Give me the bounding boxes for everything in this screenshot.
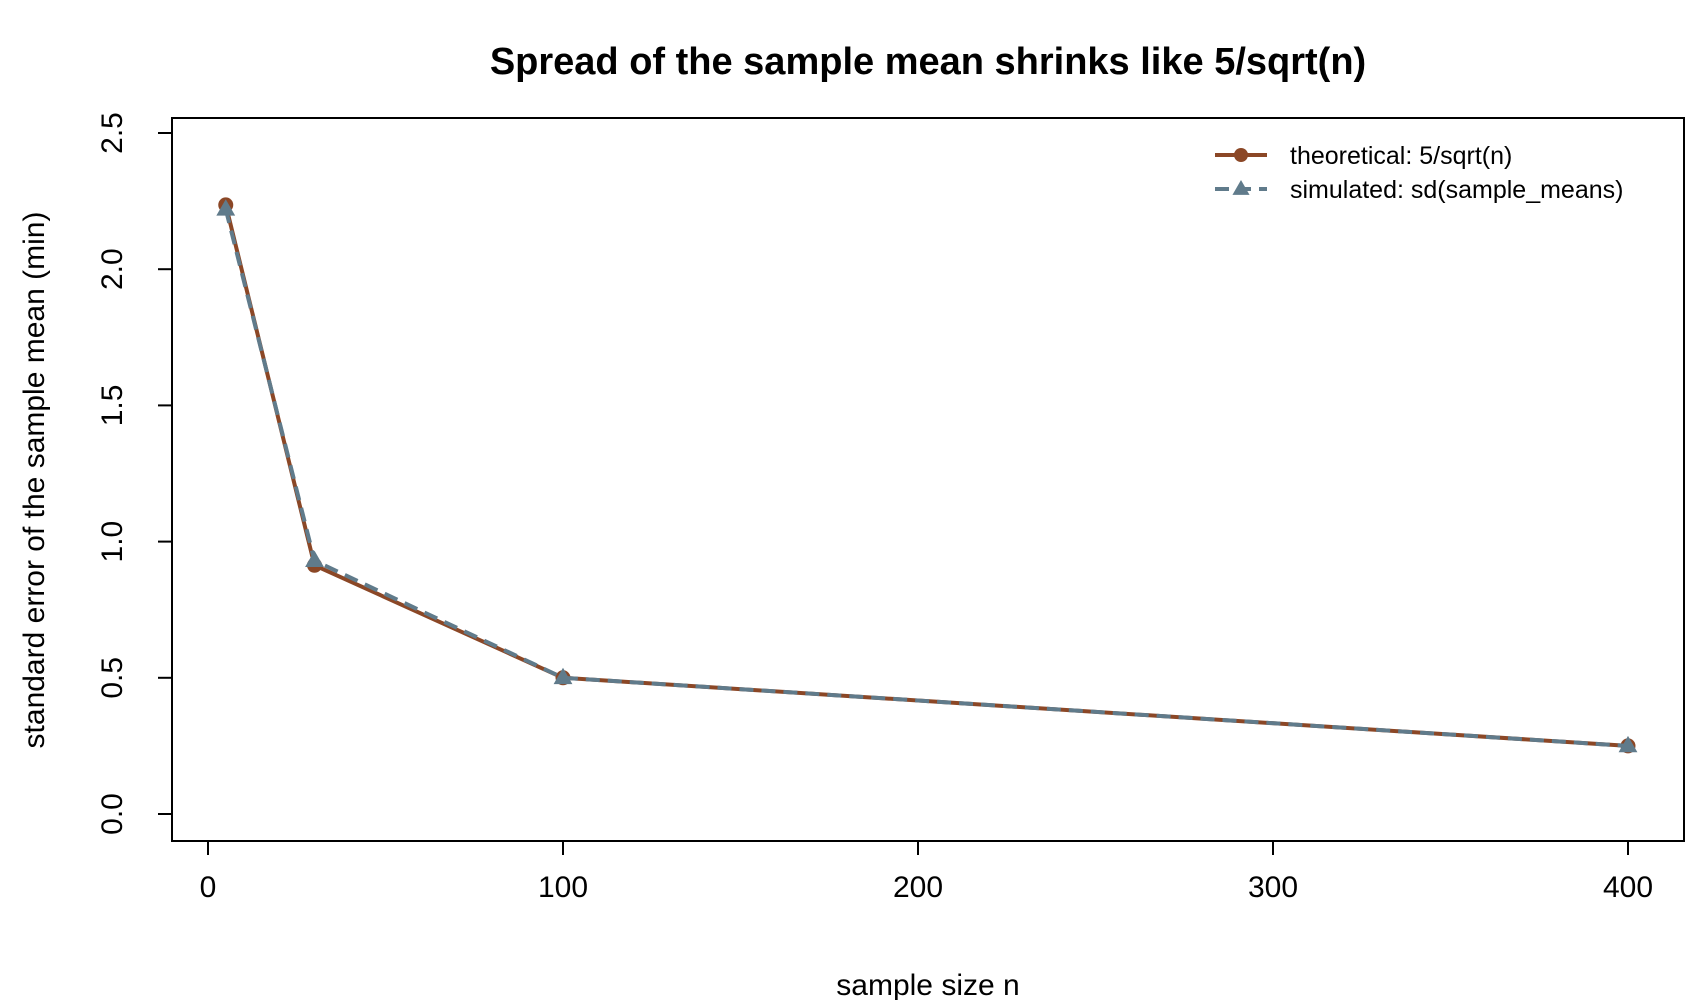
x-tick-label: 200 (893, 871, 943, 904)
series-1 (218, 197, 1636, 754)
legend-label: theoretical: 5/sqrt(n) (1290, 142, 1512, 170)
legend-marker-triangle (1232, 180, 1250, 195)
y-tick-label: 2.0 (96, 248, 129, 290)
y-axis-label: standard error of the sample mean (min) (18, 212, 51, 749)
x-axis: 0 100 200 300 400 (200, 840, 1653, 904)
legend-marker-circle (1234, 148, 1248, 162)
data-point-triangle (1618, 735, 1638, 753)
x-tick-label: 300 (1248, 871, 1298, 904)
legend-label: simulated: sd(sample_means) (1290, 176, 1623, 204)
y-tick-label: 1.5 (96, 385, 129, 427)
series-line (223, 204, 1629, 748)
legend: theoretical: 5/sqrt(n) simulated: sd(samp… (1215, 142, 1623, 204)
legend-item-2: simulated: sd(sample_means) (1215, 176, 1623, 204)
series-line (223, 208, 1629, 748)
data-point-triangle (305, 550, 324, 568)
y-tick-label: 0.5 (96, 657, 129, 699)
x-axis-label: sample size n (836, 969, 1019, 1000)
series-layer (216, 197, 1638, 754)
plot-area-border (171, 117, 1685, 842)
x-tick-label: 400 (1603, 871, 1653, 904)
y-tick-label: 1.0 (96, 521, 129, 563)
y-tick-label: 0.0 (96, 793, 129, 835)
x-tick-label: 0 (200, 871, 217, 904)
series-2 (216, 199, 1638, 753)
chart-title: Spread of the sample mean shrinks like 5… (490, 41, 1366, 83)
legend-item-1: theoretical: 5/sqrt(n) (1215, 142, 1512, 170)
y-axis: 0.0 0.5 1.0 1.5 2.0 2.5 (96, 112, 173, 835)
y-tick-label: 2.5 (96, 112, 129, 154)
data-point-triangle (553, 667, 573, 685)
data-point-triangle (216, 199, 236, 216)
x-tick-label: 100 (538, 871, 588, 904)
